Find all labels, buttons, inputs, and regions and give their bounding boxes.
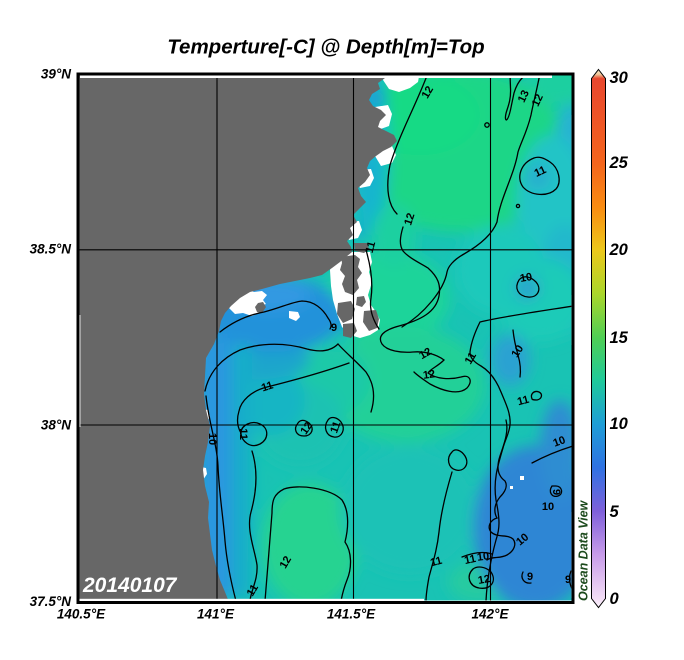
svg-text:10: 10 <box>519 271 533 285</box>
svg-text:11: 11 <box>533 164 549 180</box>
svg-text:10: 10 <box>552 434 568 449</box>
svg-text:38.5°N: 38.5°N <box>30 241 72 256</box>
svg-text:39°N: 39°N <box>41 66 71 81</box>
svg-text:9: 9 <box>550 489 562 495</box>
svg-text:30: 30 <box>610 69 629 87</box>
svg-text:20: 20 <box>609 241 629 259</box>
svg-text:13: 13 <box>516 88 532 104</box>
svg-text:11: 11 <box>237 428 249 440</box>
svg-text:10: 10 <box>542 501 554 513</box>
svg-text:15: 15 <box>610 329 629 347</box>
svg-text:12: 12 <box>477 573 491 587</box>
svg-text:Ocean Data View: Ocean Data View <box>577 499 591 601</box>
svg-text:38°N: 38°N <box>41 417 71 432</box>
svg-text:10: 10 <box>206 433 218 445</box>
svg-text:11: 11 <box>516 394 530 409</box>
svg-text:11: 11 <box>364 240 379 254</box>
svg-text:12: 12 <box>530 92 546 108</box>
svg-text:9: 9 <box>565 574 571 586</box>
svg-text:141°E: 141°E <box>197 607 235 622</box>
svg-text:5: 5 <box>610 503 620 521</box>
svg-text:9: 9 <box>527 571 533 583</box>
svg-text:Temperture[-C] @ Depth[m]=Top: Temperture[-C] @ Depth[m]=Top <box>167 36 484 59</box>
svg-text:12: 12 <box>420 84 437 101</box>
svg-text:12: 12 <box>417 346 434 363</box>
svg-text:141.5°E: 141.5°E <box>327 607 376 622</box>
svg-text:11: 11 <box>463 553 477 567</box>
svg-text:10: 10 <box>610 415 629 433</box>
svg-text:12: 12 <box>298 420 315 437</box>
svg-text:11: 11 <box>260 379 275 394</box>
svg-text:12: 12 <box>422 368 436 382</box>
svg-text:11: 11 <box>328 420 343 435</box>
svg-text:25: 25 <box>609 154 629 172</box>
svg-text:11: 11 <box>429 555 443 570</box>
svg-text:20140107: 20140107 <box>82 574 178 597</box>
svg-text:0: 0 <box>610 590 620 608</box>
svg-text:142°E: 142°E <box>472 607 510 622</box>
svg-text:37.5°N: 37.5°N <box>30 594 72 609</box>
svg-text:9: 9 <box>331 322 337 334</box>
svg-text:12: 12 <box>278 554 295 571</box>
svg-text:11: 11 <box>245 582 261 598</box>
svg-text:10: 10 <box>476 550 490 564</box>
svg-text:11: 11 <box>463 350 479 366</box>
svg-text:10: 10 <box>509 343 526 360</box>
svg-text:12: 12 <box>402 212 417 227</box>
svg-text:140.5°E: 140.5°E <box>57 607 106 622</box>
